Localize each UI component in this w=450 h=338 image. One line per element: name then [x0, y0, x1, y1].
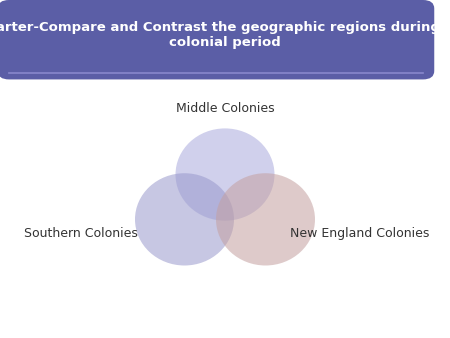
Text: Starter-Compare and Contrast the geographic regions during the
colonial period: Starter-Compare and Contrast the geograp… [0, 22, 450, 49]
Text: New England Colonies: New England Colonies [290, 227, 430, 240]
Text: Middle Colonies: Middle Colonies [176, 102, 274, 115]
Ellipse shape [216, 173, 315, 266]
Ellipse shape [176, 128, 274, 221]
Text: Southern Colonies: Southern Colonies [24, 227, 138, 240]
Ellipse shape [135, 173, 234, 266]
